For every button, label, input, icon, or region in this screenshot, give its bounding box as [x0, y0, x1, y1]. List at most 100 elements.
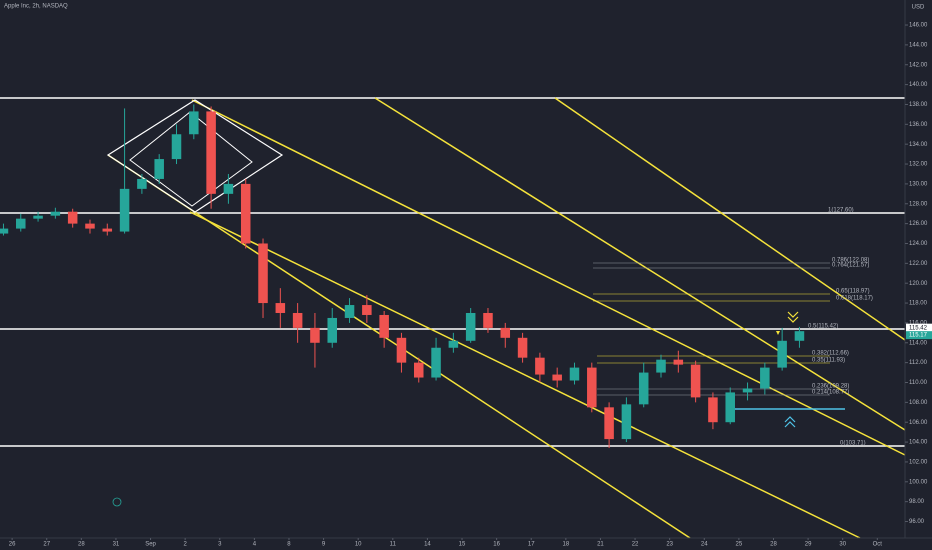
x-tick-label: 9: [322, 542, 326, 548]
trend-line: [191, 99, 906, 456]
x-tick-label: 3: [218, 542, 222, 548]
x-tick-label: 28: [78, 542, 85, 548]
candle-body: [275, 303, 286, 313]
candle-body: [223, 183, 234, 194]
x-tick-label: Sep: [145, 542, 156, 548]
candle-body: [206, 111, 216, 194]
x-tick-label: 28: [770, 542, 777, 548]
fib-label: 0.35(111.93): [812, 358, 845, 364]
y-tick-label: 104.00: [909, 440, 928, 446]
fib-label: 0.382(112.66): [812, 351, 849, 357]
x-tick-label: 17: [528, 542, 535, 548]
candle-body: [16, 218, 26, 229]
price-tag: [906, 323, 932, 332]
candle-body: [708, 397, 718, 423]
price-tag: [906, 331, 932, 340]
y-tick-label: 140.00: [909, 82, 928, 88]
candle-body: [690, 364, 701, 398]
candle-body: [137, 178, 147, 189]
x-tick-label: 29: [805, 542, 812, 548]
x-tick-label: 14: [424, 542, 431, 548]
fib-label: 0.618(118.17): [836, 296, 873, 302]
x-tick-label: 23: [666, 542, 673, 548]
y-tick-label: 120.00: [909, 281, 928, 287]
x-tick-label: 31: [113, 542, 120, 548]
candle-body: [517, 337, 528, 358]
fib-label: 0.786(122.08): [832, 258, 869, 264]
candle-body: [587, 367, 597, 408]
candle-body: [50, 211, 61, 216]
y-tick-label: 124.00: [909, 241, 928, 247]
x-tick-label: 25: [736, 542, 743, 548]
candle-body: [760, 367, 770, 389]
candle-body: [448, 340, 459, 348]
x-tick-label: 8: [287, 542, 291, 548]
y-tick-label: 116.00: [909, 320, 928, 326]
chart-title: Apple Inc, 2h, NASDAQ: [4, 4, 68, 10]
x-tick-label: 30: [839, 542, 846, 548]
x-tick-label: 11: [390, 542, 397, 548]
y-tick-label: 126.00: [909, 221, 928, 227]
candle-body: [483, 312, 493, 328]
candle-body: [621, 404, 632, 440]
y-tick-label: 110.00: [909, 380, 928, 386]
chevron: [787, 316, 799, 323]
y-tick-label: 112.00: [909, 360, 928, 366]
fib-label: 0.5(115.42): [808, 324, 838, 330]
candle-body: [638, 372, 649, 405]
y-tick-label: 138.00: [909, 102, 928, 108]
candle-body: [154, 159, 164, 179]
candle-body: [292, 312, 303, 328]
price-tag-label: 115.42: [909, 325, 928, 331]
candle-body: [258, 243, 268, 304]
fib-label: 0(103.71): [840, 441, 866, 447]
event-icon: [112, 497, 122, 507]
y-tick-label: 102.00: [909, 460, 928, 466]
fib-label: 0.65(118.97): [836, 289, 870, 295]
candle-body: [189, 111, 199, 135]
candle-body: [777, 340, 787, 368]
candle-body: [725, 392, 735, 423]
candle-body: [85, 223, 95, 229]
x-tick-label: 15: [459, 542, 466, 548]
candle-body: [535, 357, 545, 375]
candle-body: [0, 228, 9, 234]
x-tick-label: 2: [183, 542, 187, 548]
y-tick-label: 146.00: [909, 23, 928, 29]
candle-body: [673, 359, 684, 365]
candle-body: [310, 327, 320, 343]
trend-line: [189, 211, 861, 539]
trend-line: [374, 97, 906, 431]
candle-body: [344, 305, 355, 318]
x-tick-label: 21: [597, 542, 604, 548]
y-tick-label: 100.00: [909, 479, 928, 485]
candle-body: [171, 134, 182, 160]
y-tick-label: 144.00: [909, 42, 928, 48]
y-tick-label: 98.00: [909, 499, 925, 505]
y-tick-label: 142.00: [909, 62, 928, 68]
y-tick-label: 122.00: [909, 261, 928, 267]
x-tick-label: 18: [562, 542, 569, 548]
x-tick-label: Oct: [873, 542, 883, 548]
x-tick-label: 27: [43, 542, 50, 548]
candle-body: [327, 317, 337, 343]
x-tick-label: 22: [632, 542, 639, 548]
currency: USD: [912, 5, 925, 11]
diamond: [106, 99, 284, 213]
candle-body: [362, 305, 372, 315]
fib-label: 0.764(121.57): [832, 263, 869, 269]
diamond-inner: [129, 111, 253, 207]
price-tag-label: 115.17: [909, 333, 928, 339]
y-tick-label: 136.00: [909, 122, 928, 128]
candle-body: [33, 215, 43, 219]
candle-body: [67, 211, 78, 224]
x-tick-label: 4: [253, 542, 257, 548]
x-tick-label: 10: [355, 542, 362, 548]
chevron: [784, 416, 796, 423]
candle-body: [396, 337, 407, 363]
candle-body: [102, 228, 113, 232]
x-tick-label: 16: [493, 542, 500, 548]
candle-body: [431, 347, 441, 378]
